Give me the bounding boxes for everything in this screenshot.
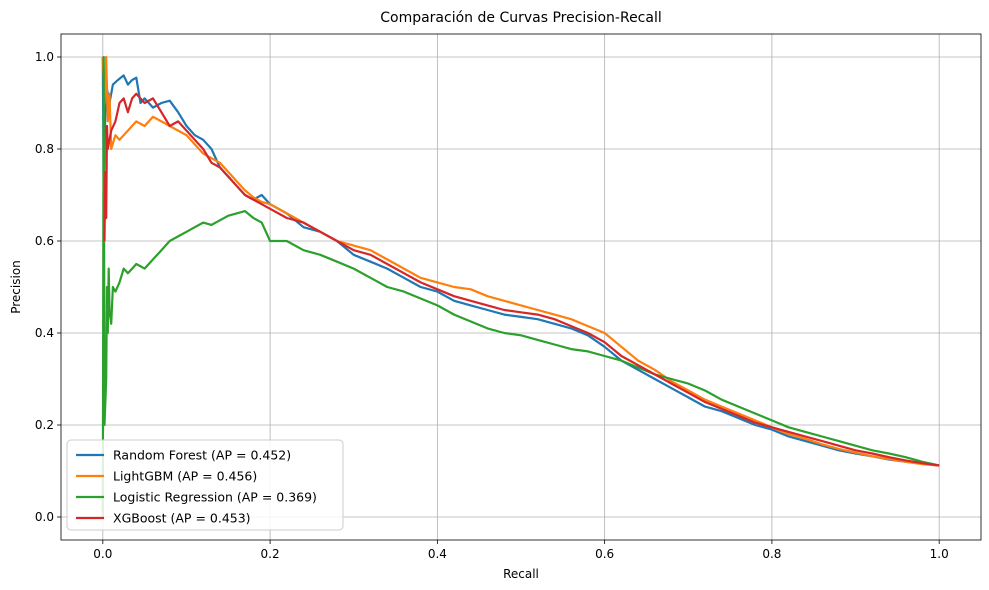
series-line-random-forest [101, 56, 940, 467]
grid [61, 34, 981, 540]
legend-box [66, 439, 344, 531]
y-tick-label: 0.4 [35, 326, 54, 340]
x-tick-label: 0.8 [762, 547, 781, 561]
series-line-logistic-regression [101, 55, 940, 518]
legend-label-lightgbm: LightGBM (AP = 0.456) [113, 469, 257, 484]
y-tick-label: 0.6 [35, 234, 54, 248]
x-tick-label: 0.4 [428, 547, 447, 561]
x-tick-label: 0.0 [93, 547, 112, 561]
ticks: 0.0 0.2 0.4 0.6 0.8 1.0 0.0 0.2 0.4 0.6 0.8 1.0 [35, 50, 949, 561]
x-tick-label: 0.6 [595, 547, 614, 561]
series-line-lightgbm [101, 55, 940, 467]
y-tick-label: 0.0 [35, 510, 54, 524]
chart-title: Comparación de Curvas Precision-Recall [380, 10, 662, 26]
x-tick-label: 0.2 [261, 547, 280, 561]
y-tick-label: 0.2 [35, 418, 54, 432]
series-layer [101, 55, 940, 518]
y-axis-label: Precision [9, 260, 23, 314]
legend-label-random-forest: Random Forest (AP = 0.452) [113, 448, 291, 463]
legend-label-logistic-regression: Logistic Regression (AP = 0.369) [113, 490, 317, 505]
series-line-xgboost [103, 92, 940, 467]
legend-label-xgboost: XGBoost (AP = 0.453) [113, 511, 251, 526]
plot-frame [60, 33, 982, 541]
y-tick-label: 0.8 [35, 142, 54, 156]
x-tick-label: 1.0 [930, 547, 949, 561]
x-axis-label: Recall [503, 567, 539, 581]
y-tick-label: 1.0 [35, 50, 54, 64]
legend: Random Forest (AP = 0.452) LightGBM (AP =… [66, 439, 344, 531]
